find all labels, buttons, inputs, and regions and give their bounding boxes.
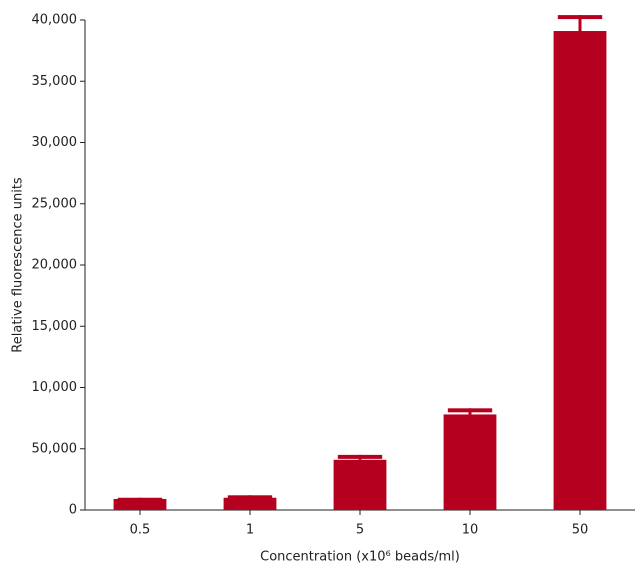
error-bar: [227, 495, 273, 500]
error-cap: [447, 408, 493, 413]
error-bar: [117, 497, 163, 502]
error-bar: [557, 15, 603, 32]
error-bar: [337, 454, 383, 460]
y-tick-label: 15,000: [32, 319, 78, 334]
y-tick-label: 35,000: [32, 74, 78, 89]
y-tick-label: 50,000: [32, 441, 78, 456]
y-tick-label: 20,000: [32, 258, 78, 273]
bar: [553, 31, 607, 511]
x-tick-label: 10: [462, 523, 479, 538]
bar: [443, 414, 497, 510]
y-tick-label: 30,000: [32, 135, 78, 150]
error-cap: [557, 15, 603, 20]
error-cap: [227, 495, 273, 500]
y-tick-label: 40,000: [32, 13, 78, 28]
x-axis-title: Concentration (x10⁶ beads/ml): [260, 550, 460, 565]
x-tick-label: 0.5: [130, 523, 151, 538]
error-cap: [117, 497, 163, 502]
error-bar: [447, 408, 493, 415]
error-cap: [337, 454, 383, 459]
bar: [333, 459, 387, 510]
y-axis-title: Relative fluorescence units: [11, 177, 26, 353]
y-tick-label: 10,000: [32, 380, 78, 395]
y-tick-label: 0: [69, 503, 77, 518]
x-tick-label: 1: [246, 523, 254, 538]
bar: [113, 498, 167, 510]
x-tick-label: 5: [356, 523, 364, 538]
y-tick-label: 25,000: [32, 196, 78, 211]
x-tick-label: 50: [572, 523, 589, 538]
bar: [223, 497, 277, 510]
